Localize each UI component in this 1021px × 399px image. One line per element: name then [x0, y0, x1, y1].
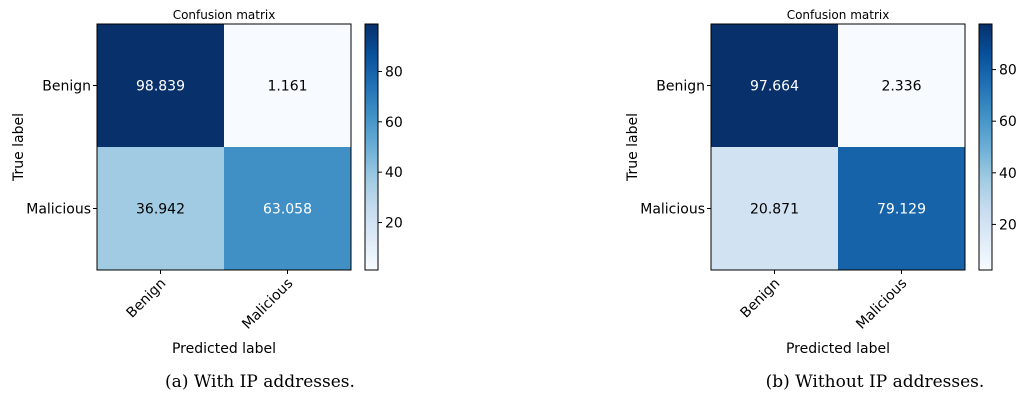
colorbar-tick-label: 20 — [999, 217, 1017, 233]
confusion-matrix-panel-b: Confusion matrix 97.664 2.336 20.871 79.129 B… — [614, 0, 1021, 399]
colorbar — [978, 23, 993, 271]
matrix-frame — [96, 23, 352, 271]
colorbar — [364, 23, 379, 271]
matrix-cell-0-1 — [224, 24, 351, 147]
x-tick-label: Malicious — [853, 276, 910, 333]
cell-value-label: 1.161 — [267, 79, 307, 95]
colorbar-tick-label: 60 — [999, 114, 1017, 130]
y-axis-label: True label — [625, 113, 641, 182]
cell-value-label: 36.942 — [136, 202, 185, 218]
colorbar-tick-label: 80 — [999, 63, 1017, 79]
x-axis-label: Predicted label — [172, 341, 276, 357]
x-tick-label: Benign — [738, 276, 784, 322]
y-tick-label: Benign — [42, 79, 91, 95]
x-tick-label: Malicious — [239, 276, 296, 333]
cell-value-label: 2.336 — [881, 79, 921, 95]
chart-title: Confusion matrix — [787, 8, 890, 22]
cell-value-label: 20.871 — [750, 202, 799, 218]
chart-title: Confusion matrix — [173, 8, 276, 22]
confusion-matrix-chart-a: Confusion matrix 98.839 1.161 36.942 63.058 B… — [11, 8, 403, 357]
caption-b: (b) Without IP addresses. — [765, 372, 985, 392]
colorbar-tick-label: 40 — [999, 166, 1017, 182]
cell-value-label: 63.058 — [263, 202, 312, 218]
matrix-cell-1-1 — [224, 147, 351, 270]
matrix-cell-1-1 — [838, 147, 965, 270]
confusion-matrix-chart-b: Confusion matrix 97.664 2.336 20.871 79.129 B… — [625, 8, 1017, 357]
confusion-matrix-panel-a: Confusion matrix 98.839 1.161 36.942 63.058 B… — [0, 0, 500, 399]
colorbar-tick-label: 20 — [385, 216, 403, 232]
matrix-cell-0-0 — [97, 24, 224, 147]
colorbar-tick-label: 40 — [385, 165, 403, 181]
colorbar-tick-label: 80 — [385, 64, 403, 80]
matrix-cell-0-1 — [838, 24, 965, 147]
y-tick-label: Malicious — [640, 202, 705, 218]
y-tick-label: Benign — [656, 79, 705, 95]
y-tick-label: Malicious — [26, 202, 91, 218]
cell-value-label: 98.839 — [136, 79, 185, 95]
matrix-cell-1-0 — [97, 147, 224, 270]
cell-value-label: 79.129 — [877, 202, 926, 218]
x-tick-label: Benign — [124, 276, 170, 322]
matrix-cell-0-0 — [711, 24, 838, 147]
x-axis-label: Predicted label — [786, 341, 890, 357]
matrix-cell-1-0 — [711, 147, 838, 270]
matrix-frame — [710, 23, 966, 271]
caption-a: (a) With IP addresses. — [165, 372, 355, 392]
colorbar-tick-label: 60 — [385, 115, 403, 131]
cell-value-label: 97.664 — [750, 79, 799, 95]
y-axis-label: True label — [11, 113, 27, 182]
